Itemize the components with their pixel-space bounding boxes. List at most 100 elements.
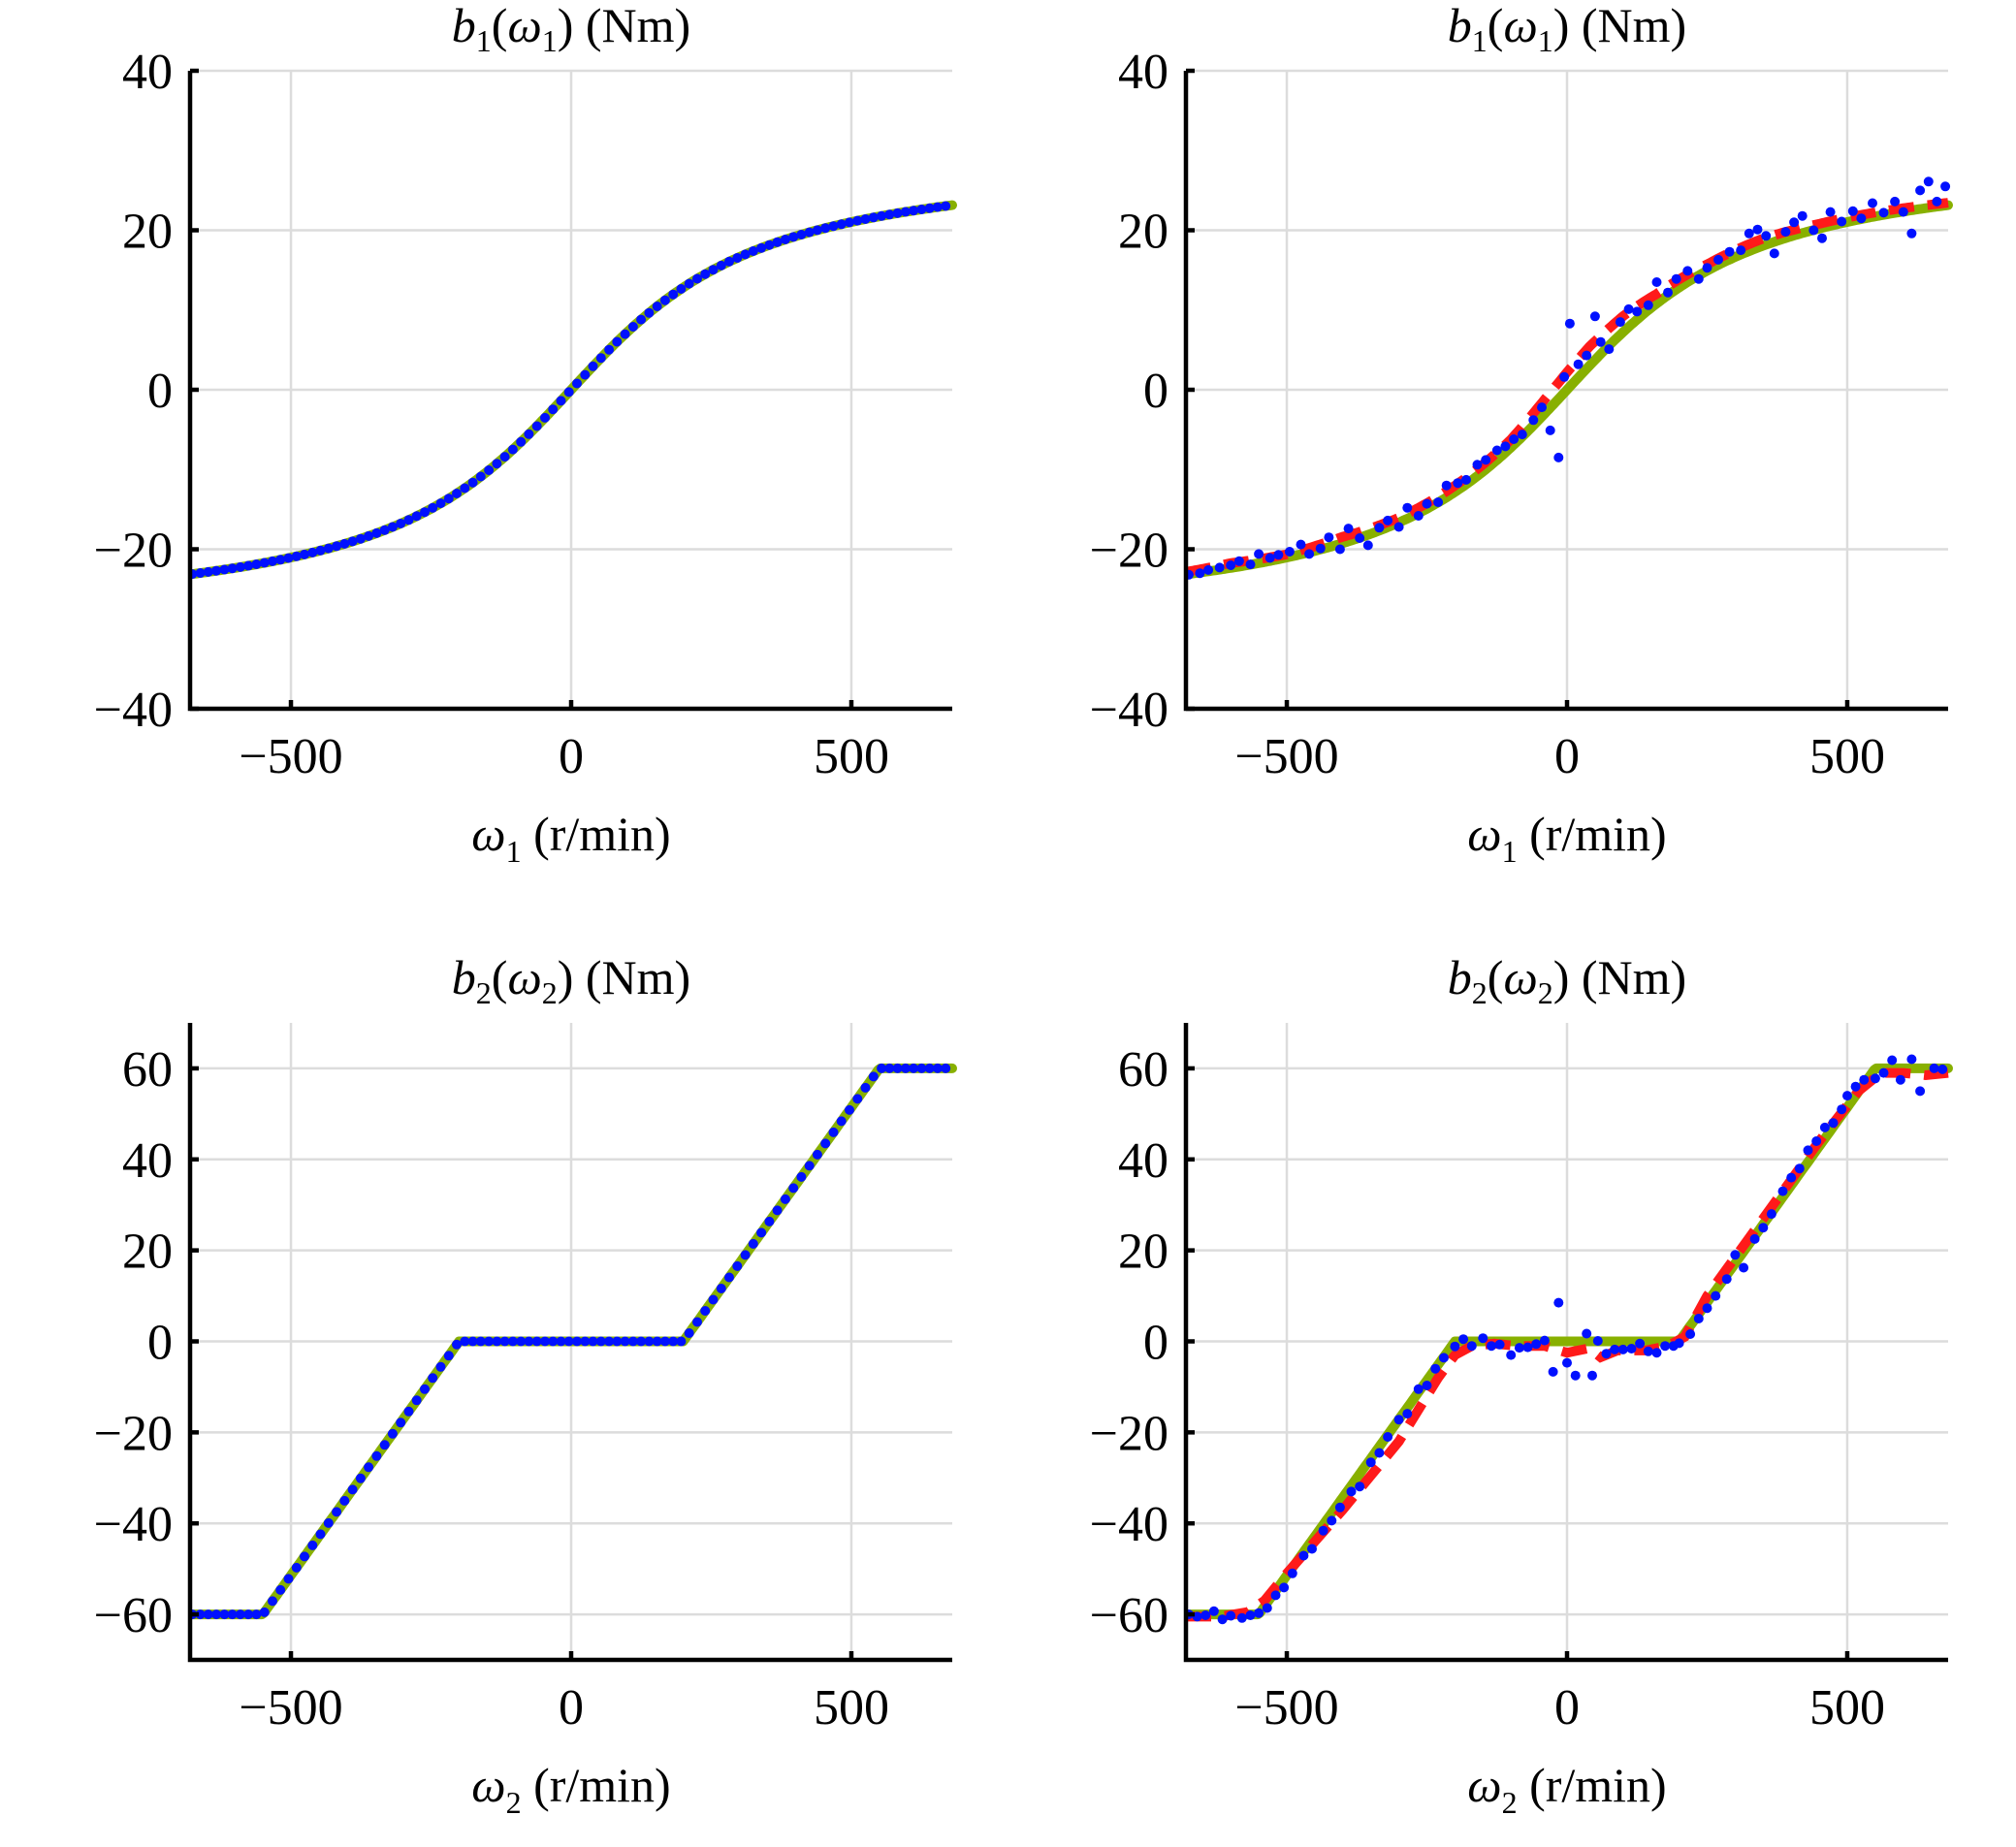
data-point: [403, 1406, 414, 1417]
data-point: [1711, 1290, 1721, 1301]
data-point: [291, 1562, 302, 1573]
data-point: [1651, 1348, 1662, 1358]
data-point: [1438, 1353, 1449, 1363]
data-point: [507, 1336, 518, 1347]
data-point: [1458, 1334, 1469, 1345]
data-point: [1724, 246, 1735, 257]
data-point: [1559, 371, 1570, 382]
data-point: [932, 1063, 943, 1073]
data-point: [1564, 318, 1575, 329]
data-point: [1226, 1610, 1236, 1621]
data-point: [852, 215, 863, 226]
data-point: [1617, 1344, 1628, 1354]
data-point: [724, 1272, 734, 1283]
x-axis-label: ω2 (r/min): [471, 1758, 670, 1820]
data-point: [1355, 1481, 1365, 1492]
panel-title: b1(ω1) (Nm): [1448, 0, 1686, 58]
data-point: [860, 1082, 871, 1093]
data-point: [195, 568, 206, 578]
data-point: [371, 527, 382, 538]
data-point: [1932, 196, 1942, 207]
data-point: [924, 203, 935, 213]
data-point: [659, 1336, 670, 1347]
data-point: [1651, 277, 1662, 287]
data-point: [1393, 1415, 1404, 1425]
data-point: [700, 1306, 711, 1316]
data-point: [612, 336, 623, 347]
data-point: [1878, 1067, 1889, 1078]
data-point: [1895, 1074, 1905, 1085]
data-point: [1539, 1335, 1550, 1346]
data-point: [756, 242, 767, 253]
data-point: [268, 556, 277, 566]
data-point: [403, 515, 414, 525]
data-point: [428, 1373, 438, 1384]
data-point: [1794, 1163, 1805, 1174]
axis-lines: [187, 1023, 952, 1663]
data-point: [411, 511, 422, 522]
data-point: [692, 1317, 702, 1327]
data-point: [1383, 1432, 1393, 1442]
data-point: [636, 1336, 647, 1347]
data-point: [884, 1063, 895, 1073]
data-point: [909, 1063, 919, 1073]
data-point: [268, 1596, 277, 1607]
data-point: [1730, 1250, 1741, 1260]
data-point: [1825, 207, 1836, 217]
data-point: [1254, 549, 1264, 559]
data-point: [804, 1161, 815, 1171]
data-point: [1890, 196, 1901, 207]
data-point: [211, 1609, 222, 1620]
data-point: [1615, 317, 1625, 328]
data-point: [1562, 1357, 1572, 1368]
data-point: [804, 227, 815, 238]
data-point: [300, 549, 309, 559]
data-point: [644, 1336, 655, 1347]
data-point: [1713, 254, 1723, 265]
x-axis-label: ω2 (r/min): [1467, 1758, 1666, 1820]
data-point: [1494, 1339, 1505, 1350]
data-point: [636, 314, 647, 325]
data-point: [339, 538, 350, 549]
data-point: [1514, 1343, 1524, 1353]
data-point: [1334, 1502, 1345, 1513]
data-point: [1279, 1582, 1290, 1593]
data-point: [1374, 1448, 1385, 1458]
data-point: [1491, 445, 1502, 456]
data-point: [764, 239, 775, 250]
x-tick-label: −500: [1234, 729, 1338, 784]
data-point: [572, 378, 582, 389]
data-point: [499, 452, 510, 462]
data-point: [1531, 1339, 1542, 1350]
y-tick-label: −20: [1090, 524, 1168, 579]
data-point: [1226, 560, 1236, 570]
data-point: [1273, 550, 1284, 560]
data-point: [1671, 273, 1681, 284]
axis-lines: [1183, 1023, 1948, 1663]
data-point: [1906, 1054, 1917, 1065]
data-point: [435, 498, 446, 509]
data-point: [1233, 556, 1244, 566]
x-tick-label: 500: [1809, 1680, 1885, 1736]
data-point: [259, 557, 270, 568]
data-point: [1587, 1370, 1597, 1381]
data-point: [1298, 1550, 1309, 1561]
y-tick-label: 60: [1118, 1042, 1168, 1098]
data-point: [1623, 303, 1634, 314]
data-point: [195, 1609, 206, 1620]
data-point: [828, 1127, 839, 1137]
data-point: [235, 561, 245, 572]
data-point: [355, 1473, 366, 1483]
data-point: [443, 1351, 454, 1361]
data-point: [900, 1063, 911, 1073]
data-point: [627, 1336, 638, 1347]
data-point: [1487, 1341, 1496, 1352]
data-point: [820, 1138, 831, 1149]
data-point: [1582, 350, 1592, 361]
data-point: [676, 1336, 687, 1347]
data-point: [1758, 1223, 1769, 1233]
data-point: [1859, 1074, 1870, 1085]
data-point: [708, 265, 719, 275]
data-point: [387, 522, 398, 532]
data-point: [1803, 1145, 1813, 1156]
